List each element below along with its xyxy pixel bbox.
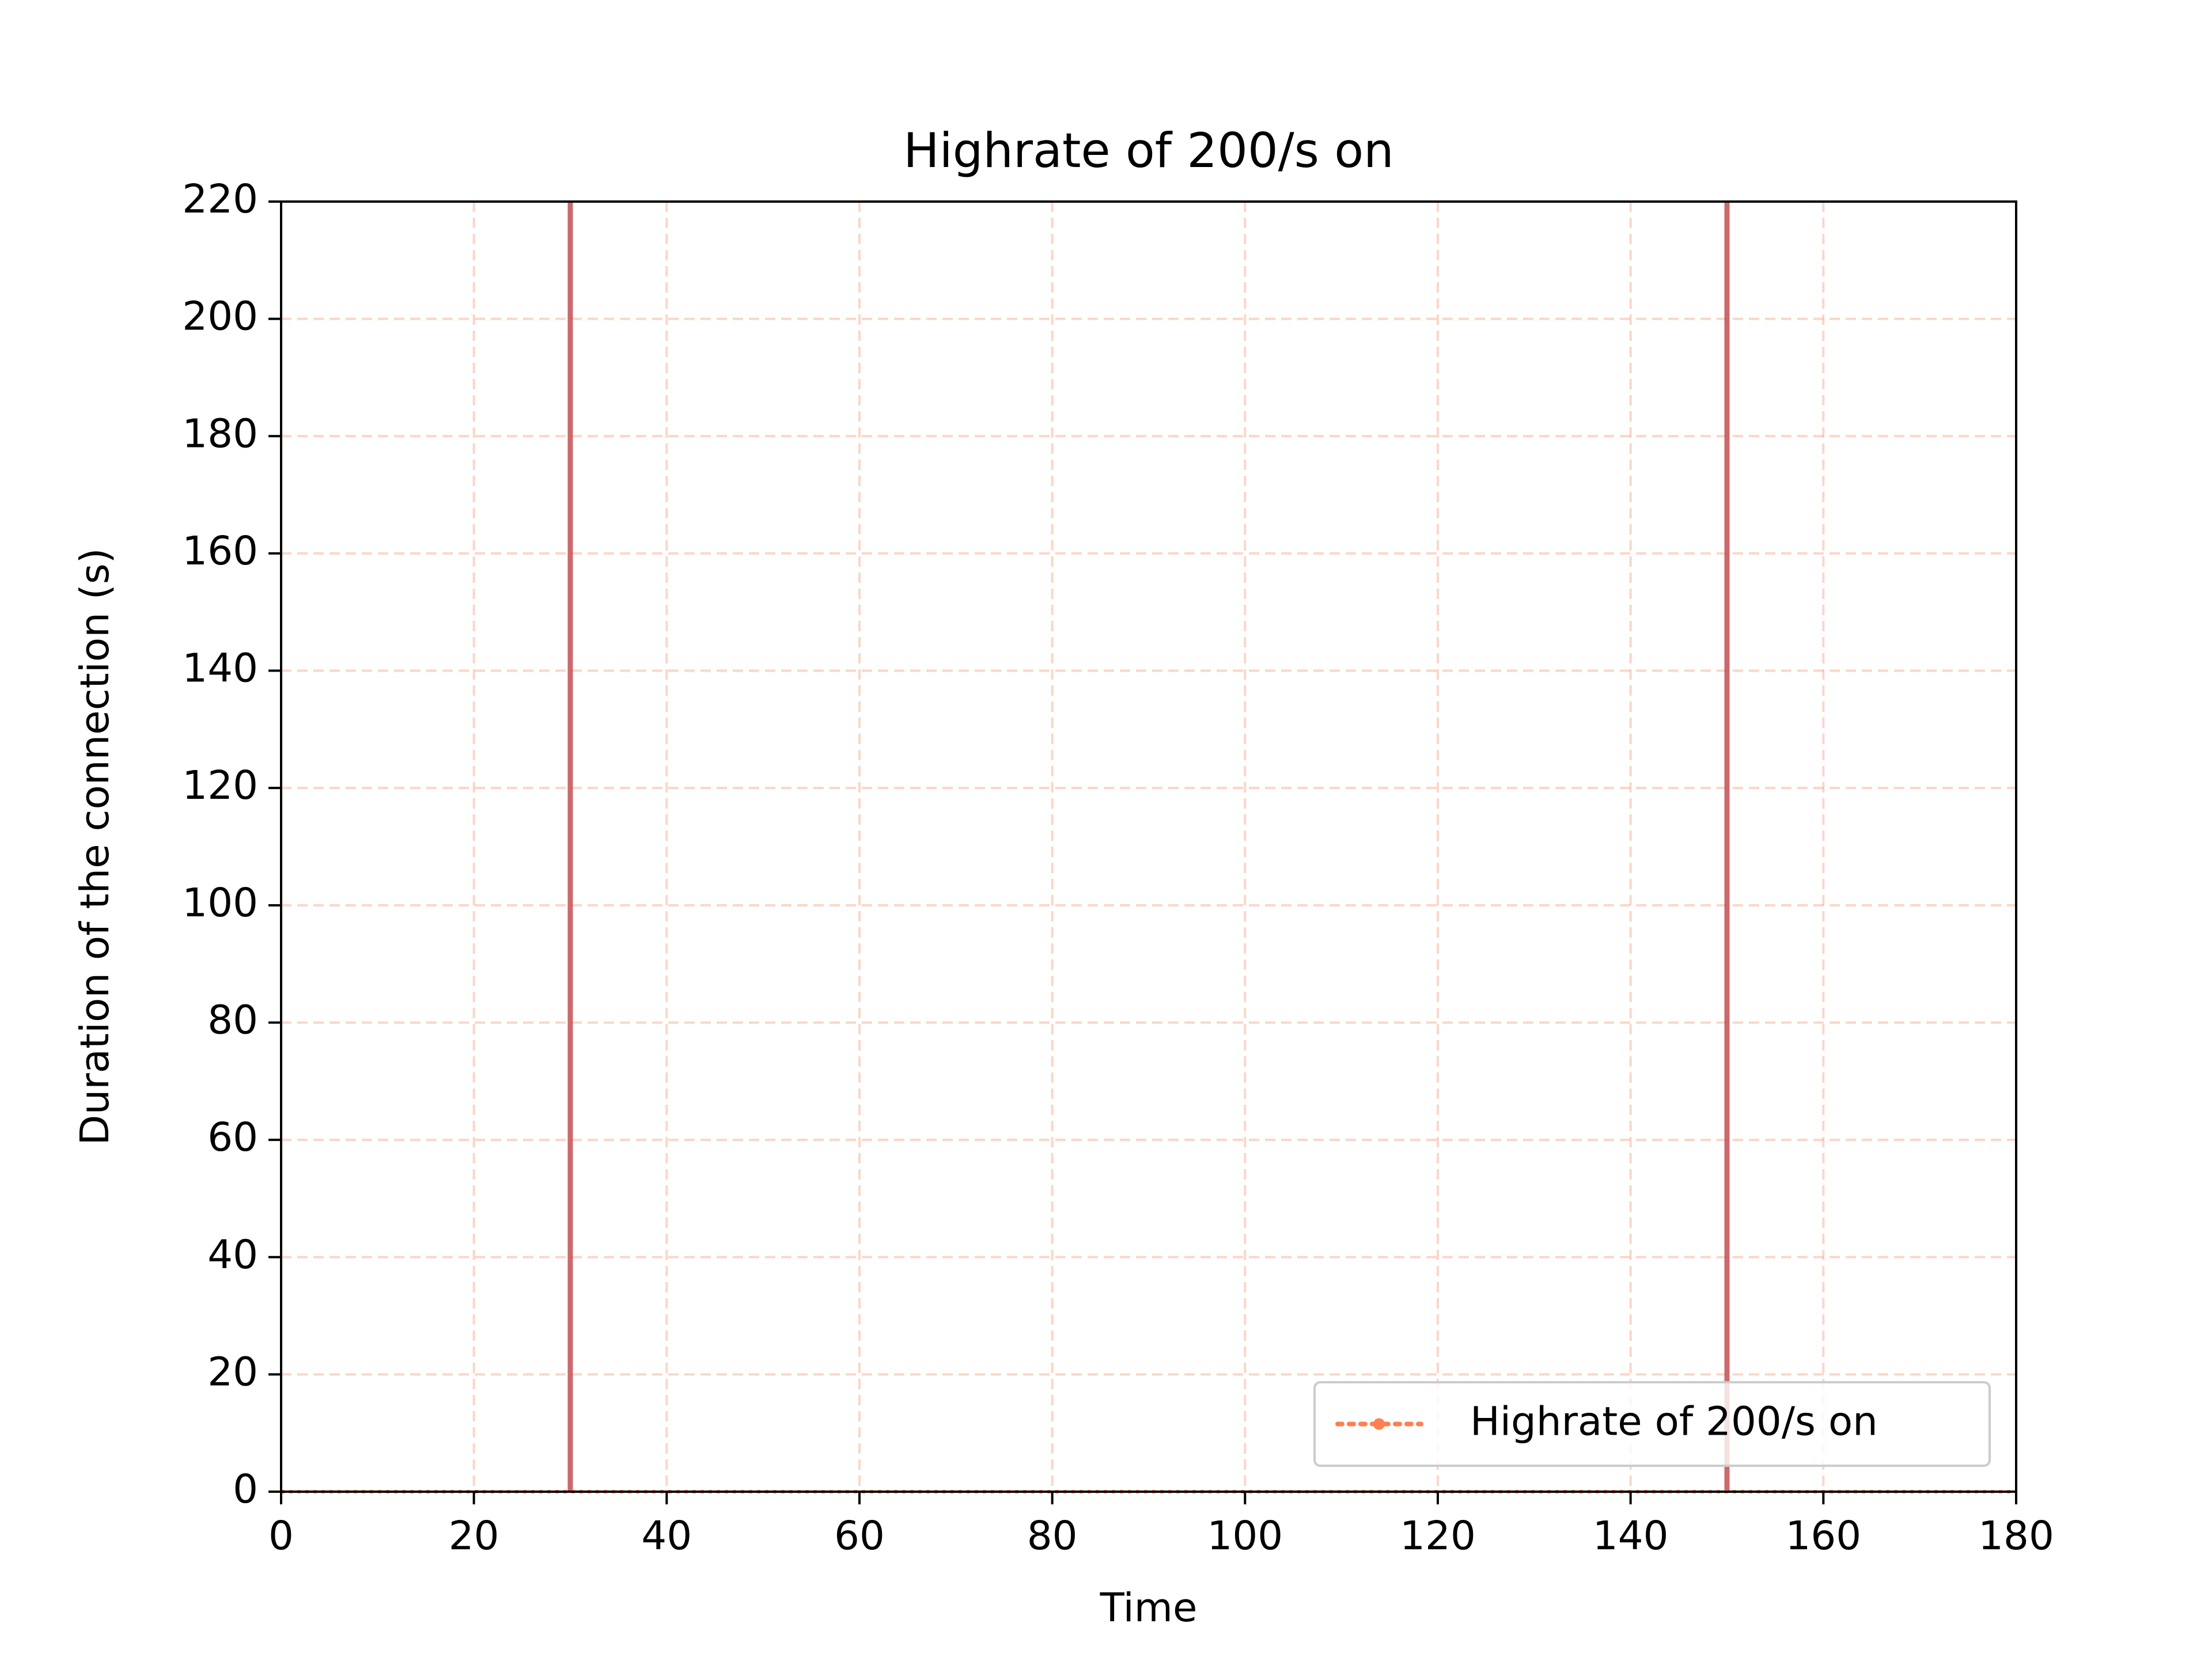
vertical-lines <box>567 202 1730 1492</box>
x-tick-label: 60 <box>834 1513 885 1559</box>
x-tick-label: 100 <box>1207 1513 1283 1559</box>
x-tick-label: 140 <box>1593 1513 1669 1559</box>
legend-box <box>1313 1381 1991 1467</box>
y-tick-label: 220 <box>182 176 258 222</box>
legend-marker <box>1373 1418 1385 1430</box>
x-tick-label: 120 <box>1400 1513 1476 1559</box>
plot-frame <box>280 200 2017 1493</box>
legend: Highrate of 200/s on <box>1313 1381 1991 1467</box>
y-tick-label: 200 <box>182 294 258 340</box>
x-tick-label: 160 <box>1785 1513 1861 1559</box>
y-tick-label: 0 <box>233 1466 258 1512</box>
legend-label: Highrate of 200/s on <box>1470 1399 1878 1445</box>
chart-title: Highrate of 200/s on <box>903 123 1394 179</box>
x-tick-label: 40 <box>641 1513 692 1559</box>
x-axis-ticks: 0 20 40 60 80 100 120 140 160 180 <box>268 1492 2054 1559</box>
y-tick-label: 80 <box>207 997 258 1043</box>
y-tick-label: 140 <box>182 646 258 692</box>
y-tick-label: 180 <box>182 411 258 457</box>
y-axis-ticks: 0 20 40 60 80 100 120 140 160 180 200 220 <box>182 176 281 1512</box>
y-tick-label: 20 <box>207 1349 258 1395</box>
x-tick-label: 20 <box>449 1513 499 1559</box>
y-tick-label: 120 <box>182 763 258 809</box>
y-axis-label: Duration of the connection (s) <box>72 548 118 1145</box>
x-tick-label: 180 <box>1978 1513 2054 1559</box>
x-axis-label: Time <box>1100 1585 1198 1631</box>
y-tick-label: 100 <box>182 880 258 926</box>
y-tick-label: 40 <box>207 1232 258 1278</box>
y-tick-label: 160 <box>182 528 258 574</box>
x-tick-label: 80 <box>1027 1513 1078 1559</box>
y-tick-label: 60 <box>207 1114 258 1161</box>
x-tick-label: 0 <box>268 1513 294 1559</box>
